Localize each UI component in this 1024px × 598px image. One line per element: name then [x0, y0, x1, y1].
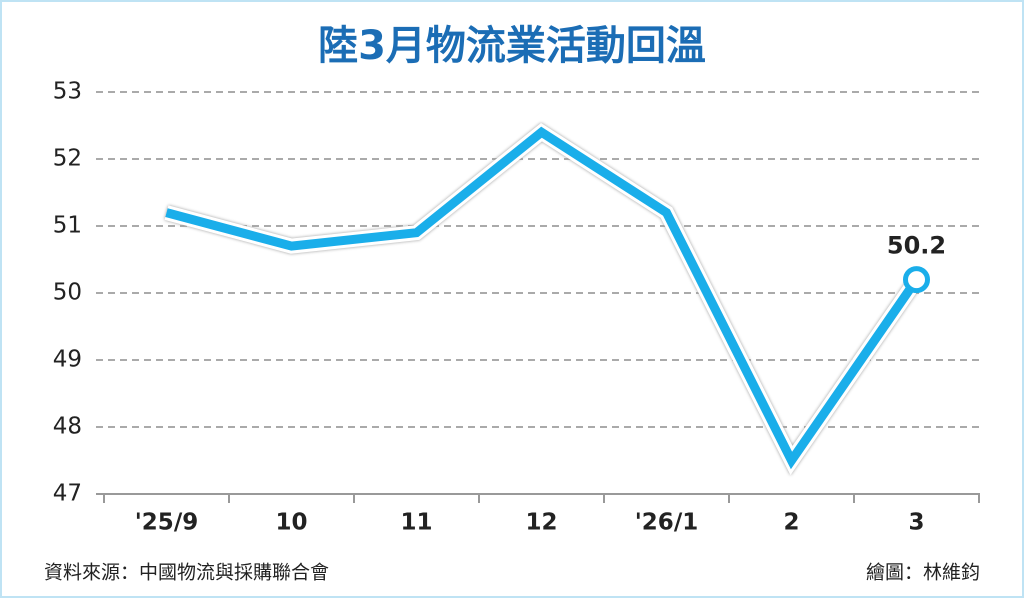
x-tick-label: '25/9 — [135, 510, 198, 536]
y-tick-label: 48 — [53, 414, 82, 440]
x-tick-label: 2 — [783, 510, 799, 536]
x-tick-label: 12 — [525, 510, 557, 536]
y-tick-label: 49 — [53, 347, 82, 373]
x-tick-label: 10 — [275, 510, 307, 536]
y-tick-label: 50 — [53, 280, 82, 306]
y-tick-label: 51 — [53, 213, 82, 239]
credit: 繪圖：林維鈞 — [866, 562, 980, 584]
data-label: 50.2 — [887, 232, 946, 260]
x-tick-label: 11 — [400, 510, 432, 536]
source: 資料來源：中國物流與採購聯合會 — [44, 562, 329, 584]
y-tick-label: 53 — [53, 79, 82, 105]
x-tick-label: '26/1 — [635, 510, 698, 536]
x-tick-label: 3 — [908, 510, 924, 536]
y-tick-label: 52 — [53, 146, 82, 172]
chart-title: 陸3月物流業活動回溫 — [318, 23, 706, 69]
line — [165, 126, 921, 470]
y-tick-label: 47 — [53, 481, 82, 507]
point — [903, 266, 930, 294]
